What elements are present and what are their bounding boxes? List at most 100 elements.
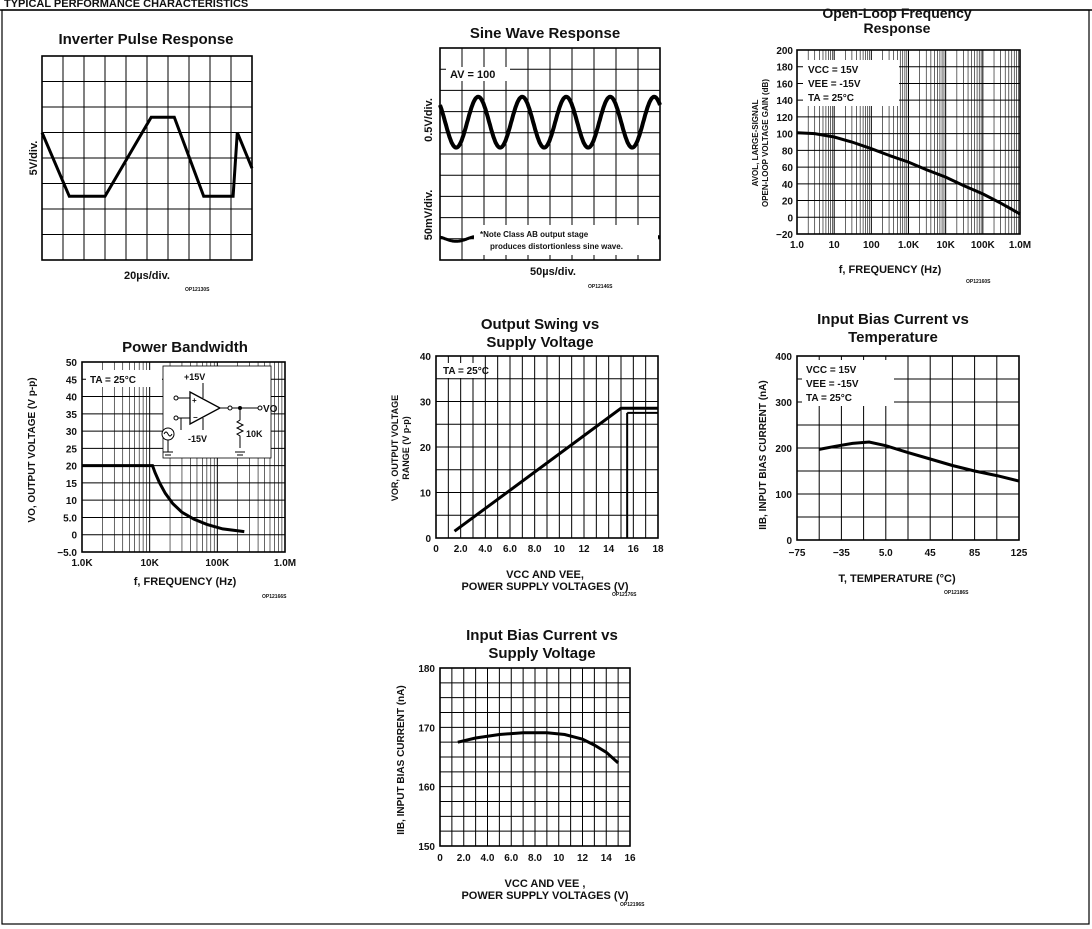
x-axis-label-line-1: VCC AND VEE, xyxy=(506,569,584,581)
y-tick-label: 300 xyxy=(775,398,792,409)
condition-ta: TA = 25°C xyxy=(806,393,852,404)
supply-negative-label: -15V xyxy=(188,434,207,444)
y-tick-label: 10 xyxy=(66,496,78,507)
y-axis-label: VO, OUTPUT VOLTAGE (V p-p) xyxy=(27,377,38,522)
chart-title-line-2: Supply Voltage xyxy=(486,334,593,351)
tick-labels: 0 10 20 30 40 0 2.0 4.0 6.0 8.0 10 12 14 16 18 xyxy=(420,352,664,555)
x-tick-label: 14 xyxy=(603,544,615,555)
y-tick-label: 40 xyxy=(782,180,794,191)
y-tick-label: 180 xyxy=(418,664,435,675)
sine-wave-chart: Sine Wave Response AV = 100 *Note Class … xyxy=(423,25,662,290)
x-tick-label: 100 xyxy=(863,240,880,251)
x-tick-label: 2.0 xyxy=(454,544,468,555)
chart-title-line-2: Response xyxy=(864,20,931,36)
y-axis-label: IIB, INPUT BIAS CURRENT (nA) xyxy=(396,685,407,834)
chart-title-line-2: Temperature xyxy=(848,329,938,346)
plot-grid xyxy=(435,355,659,539)
tick-labels: 0 100 200 300 400 −75 −35 5.0 45 85 125 xyxy=(775,352,1027,559)
x-scale-label: 50µs/div. xyxy=(530,266,576,278)
bias-vs-temperature-chart: Input Bias Current vs Temperature 0 100 20… xyxy=(758,311,1028,596)
y-tick-label: 200 xyxy=(776,46,793,57)
x-tick-label: 1.0K xyxy=(898,240,920,251)
tick-labels: 150 160 170 180 0 2.0 4.0 6.0 8.0 10 12 14 16 xyxy=(418,664,636,864)
y-scale-top-label: 0.5V/div. xyxy=(423,98,435,142)
condition-ta: TA = 25°C xyxy=(808,93,854,104)
gain-annotation: AV = 100 xyxy=(450,69,495,81)
x-tick-label: 100K xyxy=(205,558,230,569)
figure-code: OP12176S xyxy=(612,592,637,598)
y-tick-label: 140 xyxy=(776,96,793,107)
output-label: VO xyxy=(263,404,278,415)
x-tick-label: 6.0 xyxy=(503,544,517,555)
figure-border xyxy=(1,9,1090,925)
x-tick-label: 1.0 xyxy=(790,240,804,251)
condition-ta: TA = 25°C xyxy=(90,375,136,386)
x-tick-label: 10K xyxy=(936,240,955,251)
supply-positive-label: +15V xyxy=(184,372,205,382)
y-tick-label: 160 xyxy=(418,783,435,794)
x-axis-label: f, FREQUENCY (Hz) xyxy=(134,576,237,588)
y-tick-label: 150 xyxy=(418,842,435,853)
x-tick-label: 2.0 xyxy=(457,853,471,864)
bias-current-curve xyxy=(457,731,620,765)
x-tick-label: 12 xyxy=(578,544,590,555)
x-tick-label: 100K xyxy=(971,240,996,251)
open-loop-chart: Open-Loop Frequency Response −20 0 20 40 60 8… xyxy=(751,5,1031,285)
y-tick-label: 60 xyxy=(782,163,794,174)
chart-title: Inverter Pulse Response xyxy=(58,31,233,48)
y-tick-label: 45 xyxy=(66,375,78,386)
x-tick-label: 14 xyxy=(601,853,613,864)
x-tick-label: 16 xyxy=(624,853,636,864)
x-tick-label: 125 xyxy=(1011,548,1028,559)
y-tick-label: 120 xyxy=(776,113,793,124)
inverter-pulse-chart: Inverter Pulse Response 5V/div. 20µs/div… xyxy=(28,31,254,293)
x-tick-label: 0 xyxy=(437,853,443,864)
y-tick-label: 30 xyxy=(66,427,78,438)
y-tick-label: 0 xyxy=(787,213,793,224)
x-scale-label: 20µs/div. xyxy=(124,270,170,282)
y-tick-label: 20 xyxy=(420,443,432,454)
y-tick-label: 160 xyxy=(776,79,793,90)
x-tick-label: −35 xyxy=(833,548,850,559)
bias-vs-supply-chart: Input Bias Current vs Supply Voltage 150… xyxy=(396,627,645,908)
y-tick-label: 200 xyxy=(775,444,792,455)
note-line-1: *Note Class AB output stage xyxy=(480,230,589,239)
x-tick-label: 1.0K xyxy=(71,558,93,569)
output-voltage-curve xyxy=(82,464,245,534)
figure-code: OP12160S xyxy=(966,279,991,285)
figure-code: OP12196S xyxy=(620,902,645,908)
x-axis-label-line-2: POWER SUPPLY VOLTAGES (V) xyxy=(461,890,628,902)
chart-title-line-1: Input Bias Current vs xyxy=(466,627,618,644)
plot-grid xyxy=(439,667,631,847)
y-tick-label: 0 xyxy=(425,534,431,545)
figure-code: OP12146S xyxy=(588,284,613,290)
x-tick-label: 10 xyxy=(829,240,841,251)
tick-labels: 50 45 40 35 30 25 20 15 10 5.0 0 −5.01.0K 10K 100K 1.0… xyxy=(57,358,296,569)
y-tick-label: 100 xyxy=(775,490,792,501)
chart-title-line-2: Supply Voltage xyxy=(488,645,595,662)
figure-code: OP12166S xyxy=(262,594,287,600)
y-tick-label: 0 xyxy=(71,531,77,542)
y-tick-label: 50 xyxy=(66,358,78,369)
y-tick-label: 170 xyxy=(418,723,435,734)
chart-title-line-1: Input Bias Current vs xyxy=(817,311,969,328)
svg-text:+: + xyxy=(192,396,197,405)
resistor-icon xyxy=(235,408,245,448)
y-tick-label: 80 xyxy=(782,146,794,157)
chart-title-line-1: Output Swing vs xyxy=(481,316,599,333)
x-tick-label: 10 xyxy=(553,853,565,864)
y-tick-label: 180 xyxy=(776,63,793,74)
voltage-range-curve xyxy=(453,406,658,533)
scope-grid xyxy=(41,55,253,261)
y-axis-label-line-1: VOR, OUTPUT VOLTAGE xyxy=(390,395,400,501)
bias-current-curve xyxy=(818,440,1020,483)
chart-title: Power Bandwidth xyxy=(122,339,248,356)
y-tick-label: 10 xyxy=(420,489,432,500)
x-tick-label: 4.0 xyxy=(481,853,495,864)
x-tick-label: 16 xyxy=(628,544,640,555)
page-header-fragment: TYPICAL PERFORMANCE CHARACTERISTICS xyxy=(4,0,248,10)
y-axis-label: IIB, INPUT BIAS CURRENT (nA) xyxy=(758,380,769,529)
chart-title: Sine Wave Response xyxy=(470,25,620,42)
scope-grid xyxy=(439,47,661,261)
